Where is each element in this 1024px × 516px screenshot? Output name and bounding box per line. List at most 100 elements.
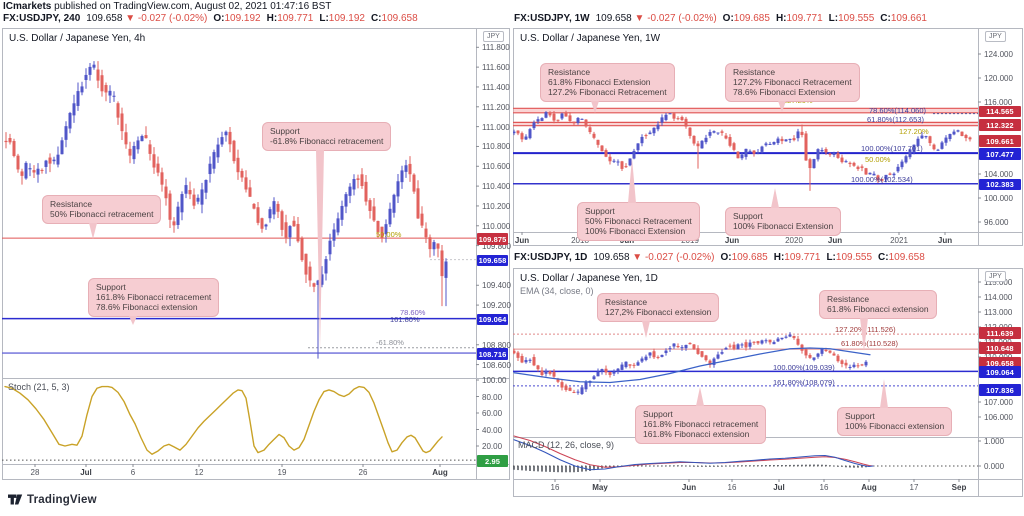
candle-body [816, 353, 820, 357]
candle-body [892, 173, 896, 176]
candle-body [812, 357, 816, 360]
currency-button-jpy[interactable]: JPY [483, 31, 504, 42]
candle-body [548, 112, 552, 116]
ema-line [513, 347, 871, 384]
ohlc-label: L: [319, 13, 329, 24]
annotation-callout[interactable]: Support 161.8% Fibonacci retracement 78.6%… [88, 278, 220, 325]
macd-histogram-bar [797, 464, 799, 466]
candle-body [776, 338, 780, 342]
annotation-text: Resistance [827, 294, 870, 304]
annotation-callout[interactable]: Support 100% Fibonacci Extension [725, 188, 842, 236]
price-scale[interactable] [476, 28, 510, 464]
candle-body [608, 371, 612, 375]
price-badge: 102.383 [979, 178, 1021, 191]
candle-body [780, 138, 784, 142]
candle-body [588, 127, 592, 133]
price-scale[interactable] [978, 268, 1023, 479]
macd-histogram-bar [781, 465, 783, 466]
chart-title-4h: U.S. Dollar / Japanese Yen, 4h [9, 33, 146, 44]
fib-level-label: 100.00%(102.534) [851, 175, 913, 184]
candle-body [544, 370, 548, 374]
candle-body [828, 153, 832, 155]
chart-4h[interactable]: U.S. Dollar / Japanese Yen, 4h Stoch (21… [2, 28, 511, 480]
candle-body [824, 149, 828, 153]
time-tick-label: Jun [937, 236, 953, 245]
candle-body [348, 186, 352, 196]
candle-body [252, 203, 256, 209]
macd-label: MACD (12, 26, close, 9) [518, 440, 615, 450]
candle-body [732, 143, 736, 150]
candle-body [144, 135, 148, 139]
candle-body [708, 132, 712, 136]
macd-histogram-bar [789, 464, 791, 466]
annotation-callout[interactable]: Support -61.8% Fibonacci retracement [262, 122, 392, 350]
time-scale[interactable] [2, 464, 476, 480]
ohlc-label: L: [828, 13, 839, 24]
annotation-callout[interactable]: Support 161.8% Fibonacci retracement 161.8… [635, 387, 767, 444]
fib-level-label: 78.60%(114.060) [869, 106, 926, 115]
annotation-text: 50% Fibonacci Retracement [585, 216, 692, 226]
candle-body [644, 135, 648, 137]
candle-body [372, 206, 376, 221]
annotation-callout[interactable]: Support 100% Fibonacci extension [837, 379, 953, 436]
annotation-callout[interactable]: Resistance 61.8% Fibonacci extension [819, 290, 937, 351]
candle-body [284, 222, 288, 238]
candle-body [788, 138, 792, 141]
macd-histogram-bar [521, 466, 523, 471]
currency-button-jpy[interactable]: JPY [985, 31, 1006, 42]
macd-histogram-bar [673, 465, 675, 467]
price-scale[interactable] [978, 28, 1023, 232]
macd-histogram-bar [857, 466, 859, 468]
fib-level-label: 127.20% [899, 127, 929, 136]
ohlc-value: 109.658 [888, 252, 925, 263]
candle-body [744, 342, 748, 348]
candle-body [544, 112, 548, 118]
ohlc-value: 109.685 [733, 13, 770, 24]
candle-body [600, 145, 604, 152]
macd-histogram-bar [541, 466, 543, 472]
chart-1d[interactable]: U.S. Dollar / Japanese Yen, 1D EMA (34, … [513, 268, 1023, 497]
annotation-callout[interactable]: Resistance 127.2% Fibonacci Retracement 78… [725, 63, 860, 112]
annotation-text: Resistance [733, 67, 776, 77]
currency-button-jpy[interactable]: JPY [985, 271, 1006, 282]
time-scale[interactable] [513, 232, 978, 246]
tradingview-logo[interactable]: TradingView [8, 492, 97, 507]
candle-body [716, 354, 720, 359]
price-tick-label: 110.400 [482, 182, 511, 192]
candle-body [564, 385, 568, 390]
candle-body [596, 371, 600, 377]
macd-histogram-bar [793, 464, 795, 466]
ema-label: EMA (34, close, 0) [520, 286, 594, 296]
candle-body [760, 146, 764, 152]
ohlc-label: H: [773, 252, 785, 263]
candle-body [960, 131, 964, 137]
annotation-callout[interactable]: Resistance 127,2% Fibonacci extension [597, 293, 720, 338]
time-scale[interactable] [513, 479, 978, 497]
macd-histogram-bar [525, 466, 527, 471]
annotation-callout[interactable]: Resistance 50% Fibonacci retracement [42, 195, 162, 239]
candle-body [552, 371, 556, 377]
indicator-tick-label: 0.000 [984, 462, 1005, 471]
annotation-text: 50% Fibonacci retracement [50, 209, 154, 219]
annotation-callout[interactable]: Resistance 61.8% Fibonacci Extension 127.2… [540, 63, 675, 113]
candle-body [808, 355, 812, 358]
candle-body [836, 153, 840, 158]
chart-1w[interactable]: U.S. Dollar / Japanese Yen, 1W 124.000 12… [513, 28, 1023, 246]
candle-body [904, 156, 908, 163]
price-change: ▼ -0.027 (-0.02%) [634, 13, 717, 24]
candle-body [636, 143, 640, 151]
price-badge: 109.658 [477, 254, 508, 267]
annotation-text: 127,2% Fibonacci extension [605, 307, 712, 317]
annotation-callout[interactable]: Support 50% Fibonacci Retracement 100% Fib… [577, 158, 700, 241]
candle-body [264, 224, 268, 227]
indicator-tick-label: 60.00 [482, 409, 503, 418]
ohlc-label: O: [213, 13, 225, 24]
candle-body [632, 150, 636, 159]
price-tick-label: 120.000 [984, 74, 1013, 83]
candle-body [564, 112, 568, 117]
macd-histogram-bar [533, 466, 535, 472]
candle-body [608, 156, 612, 162]
candle-body [580, 387, 584, 394]
candle-body [136, 140, 140, 150]
candle-body [840, 360, 844, 364]
